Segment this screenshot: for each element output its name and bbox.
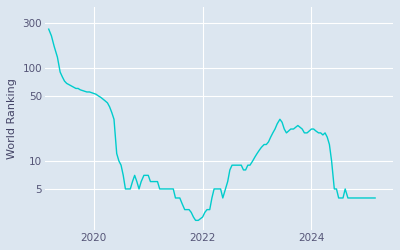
Y-axis label: World Ranking: World Ranking <box>7 78 17 159</box>
